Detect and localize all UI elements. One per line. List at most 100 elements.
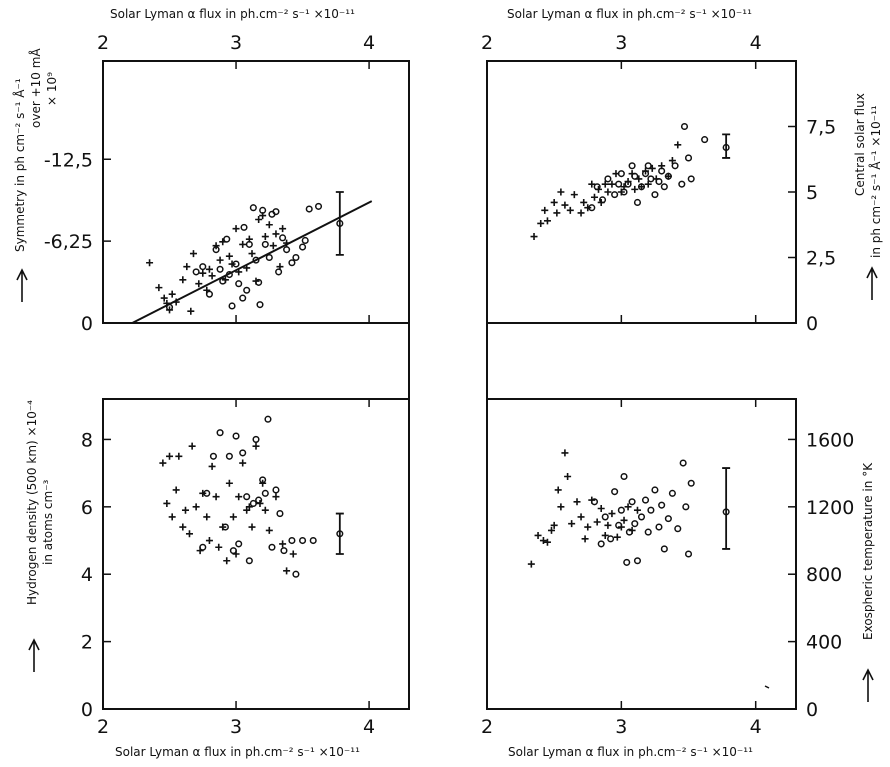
bottom-right-point-circle <box>633 557 642 565</box>
top-left-point-plus <box>208 272 216 280</box>
bottom-left-point-circle <box>259 476 267 484</box>
bottom-left-xtick-label: 3 <box>230 716 242 738</box>
bottom-right-point-circle <box>647 506 655 514</box>
top-left-point-plus <box>195 280 203 288</box>
top-left-point-plus <box>168 290 176 298</box>
top-left-point-plus <box>160 294 168 302</box>
top-right-point-circle <box>637 183 646 191</box>
bottom-left-point-circle <box>245 557 253 565</box>
top-right-point-plus <box>541 206 549 214</box>
bottom-left-point-plus <box>272 493 280 501</box>
top-right-point-plus <box>570 191 578 199</box>
bottom-right-point-circle <box>615 521 623 529</box>
bottom-left-point-plus <box>208 462 216 470</box>
bottom-right-point-plus <box>561 449 569 457</box>
bottom-right-point-plus <box>593 518 601 526</box>
bottom-left-ytick-label: 4 <box>81 564 93 586</box>
top-right-point-circle <box>588 204 596 212</box>
top-right-point-plus <box>644 180 652 188</box>
top-left-point-circle <box>299 243 307 251</box>
bottom-left-ytick-label: 0 <box>81 699 93 721</box>
bottom-right-point-plus <box>568 520 576 528</box>
bottom-right-point-plus <box>554 486 562 494</box>
bottom-left-point-circle <box>249 499 257 508</box>
bottom-right-point-plus <box>557 503 565 511</box>
top-left-point-plus <box>232 225 240 233</box>
top-left-point-plus <box>269 242 277 250</box>
panel-frame-bottom-left <box>102 398 410 710</box>
bottom-right-xlabel: Solar Lyman α flux in ph.cm⁻² s⁻¹ ×10⁻¹¹ <box>508 745 753 759</box>
top-right-xtick-label: 3 <box>615 32 627 54</box>
top-right-point-circle <box>631 172 639 180</box>
bottom-right-ylabel: Exospheric temperature in °K <box>861 462 875 640</box>
top-left-fit-line <box>131 200 373 324</box>
top-left-ytick-label: 0 <box>81 313 93 335</box>
top-right-point-circle <box>617 170 625 178</box>
top-right-point-plus <box>543 217 551 225</box>
top-left-point-circle <box>219 277 227 285</box>
top-left-ylabel-arrow <box>16 268 28 302</box>
top-left-ytick-label: -12,5 <box>44 149 93 171</box>
bottom-left-ytick-label: 8 <box>81 429 93 451</box>
bottom-left-point-circle <box>235 540 243 548</box>
panel-frame-top-left <box>102 60 410 324</box>
top-left-point-circle <box>232 260 240 268</box>
bottom-left-point-plus <box>172 486 180 494</box>
top-right-ytick-label: 7,5 <box>806 117 836 139</box>
top-left-ylabel-1: Symmetry in ph cm⁻² s⁻¹ Å⁻¹ <box>12 78 27 252</box>
bottom-left-point-circle <box>309 536 317 545</box>
bottom-right-point-circle <box>628 498 636 506</box>
top-left-point-plus <box>265 221 273 229</box>
top-right-point-plus <box>561 201 569 209</box>
top-right-ylabel-2: in ph cm⁻² s⁻¹ Å⁻¹ ×10⁻¹¹ <box>868 105 883 258</box>
top-right-xtick-label: 4 <box>750 32 762 54</box>
bottom-right-ytick-label: 0 <box>806 699 818 721</box>
bottom-left-point-plus <box>163 499 171 507</box>
bottom-left-point-plus <box>245 503 253 511</box>
bottom-left-ytick-label: 6 <box>81 497 93 519</box>
top-right-point-plus <box>537 219 545 227</box>
top-left-point-circle <box>275 268 283 276</box>
bottom-left-point-plus <box>185 530 193 538</box>
bottom-left-xlabel: Solar Lyman α flux in ph.cm⁻² s⁻¹ ×10⁻¹¹ <box>115 745 360 759</box>
bottom-left-error-bar <box>335 512 344 555</box>
bottom-left-point-circle <box>239 449 247 457</box>
top-left-point-plus <box>261 233 269 241</box>
top-left-point-circle <box>228 302 236 310</box>
bottom-right-point-circle <box>620 472 628 481</box>
top-right-point-circle <box>671 162 679 170</box>
bottom-left-point-circle <box>199 543 207 551</box>
bottom-left-point-circle <box>261 489 269 497</box>
top-left-point-plus <box>189 250 197 258</box>
top-right-point-circle <box>611 191 619 199</box>
bottom-left-point-circle <box>288 536 296 545</box>
top-left-point-circle <box>192 268 200 276</box>
top-right-point-circle <box>604 175 612 183</box>
top-right-point-plus <box>601 180 609 188</box>
top-left-point-plus <box>283 239 291 247</box>
bottom-right-point-circle <box>597 540 605 548</box>
top-right-point-circle <box>687 175 695 183</box>
top-left-point-circle <box>288 259 296 267</box>
top-left-point-plus <box>235 268 243 276</box>
top-left-ylabel-3: × 10⁹ <box>45 72 59 106</box>
bottom-right-point-plus <box>620 516 628 524</box>
top-left-point-circle <box>256 301 264 309</box>
top-left-point-plus <box>212 242 220 250</box>
bottom-right-point-circle <box>625 528 633 536</box>
bottom-left-point-plus <box>203 513 211 521</box>
bottom-left-point-plus <box>256 499 264 507</box>
top-left-xtick-label: 2 <box>97 32 109 54</box>
bottom-right-error-bar <box>722 467 731 550</box>
panel-frame-top-right <box>486 60 797 324</box>
top-left-point-circle <box>261 240 269 248</box>
panel-frame-bottom-right <box>486 398 797 710</box>
top-right-point-plus <box>566 206 574 214</box>
bottom-right-point-circle <box>658 501 666 509</box>
bottom-right-point-plus <box>581 535 589 543</box>
bottom-right-point-circle <box>644 528 652 536</box>
top-right-ylabel-1: Central solar flux <box>853 93 867 196</box>
top-right-point-circle <box>678 180 686 188</box>
top-right-point-circle <box>624 180 632 188</box>
top-left-point-plus <box>216 256 224 264</box>
